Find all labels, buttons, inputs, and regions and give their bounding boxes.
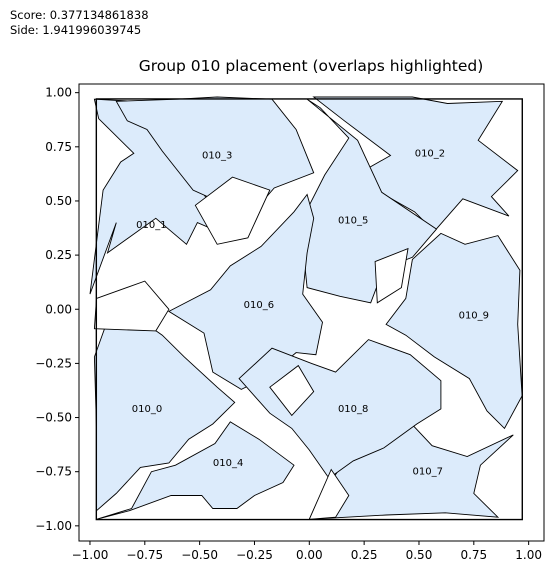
y-tick-label: 0.00 — [45, 302, 72, 316]
chart-title: Group 010 placement (overlaps highlighte… — [139, 57, 484, 75]
y-tick-label: −0.25 — [35, 356, 72, 370]
x-tick-label: 0.00 — [296, 548, 323, 562]
x-axis: −1.00 −0.75 −0.50 −0.25 0.00 0.25 0.50 0.75 1.00 — [72, 541, 542, 562]
score-header: Score: 0.377134861838 Side: 1.9419960397… — [10, 8, 149, 38]
y-axis: 1.00 0.75 0.50 0.25 0.00 −0.25 −0.50 −0.75 −1.00 — [35, 86, 79, 533]
blank-shape — [374, 247, 409, 304]
x-tick-label: −0.75 — [126, 548, 163, 562]
y-tick-label: 0.50 — [45, 194, 72, 208]
blank-shape — [93, 280, 170, 332]
container-square — [95, 98, 523, 521]
piece-label: 010_5 — [338, 215, 368, 226]
piece-label: 010_2 — [415, 148, 445, 159]
piece-label: 010_3 — [202, 150, 232, 161]
side-text: Side: 1.941996039745 — [10, 23, 142, 37]
y-tick-label: −0.50 — [35, 411, 72, 425]
piece-label: 010_4 — [213, 458, 243, 469]
blank-shape — [194, 176, 271, 245]
piece-010_9 — [385, 232, 523, 430]
container-layer — [95, 98, 523, 521]
piece-label: 010_1 — [136, 220, 166, 231]
x-tick-label: −1.00 — [72, 548, 109, 562]
x-tick-label: −0.50 — [181, 548, 218, 562]
blank-shapes-layer — [93, 176, 409, 520]
piece-labels-layer: 010_1 010_2 010_3 010_4 010_5 010_6 010_7 010_8… — [132, 148, 489, 477]
piece-010_0 — [93, 313, 236, 512]
blank-shape — [308, 468, 350, 520]
piece-010_4 — [96, 421, 295, 520]
y-tick-label: 1.00 — [45, 86, 72, 100]
y-tick-label: −0.75 — [35, 465, 72, 479]
piece-label: 010_6 — [244, 300, 274, 311]
piece-010_2 — [312, 96, 519, 232]
piece-label: 010_0 — [132, 404, 162, 415]
score-text: Score: 0.377134861838 — [10, 8, 149, 22]
piece-label: 010_7 — [413, 467, 443, 478]
y-tick-label: 0.25 — [45, 248, 72, 262]
x-tick-label: 1.00 — [515, 548, 542, 562]
piece-label: 010_8 — [338, 404, 368, 415]
piece-010_6 — [167, 193, 323, 390]
x-tick-label: −0.25 — [236, 548, 273, 562]
axes-frame — [78, 83, 545, 542]
piece-label: 010_9 — [459, 311, 489, 322]
x-tick-label: 0.50 — [406, 548, 433, 562]
y-tick-label: −1.00 — [35, 519, 72, 533]
x-tick-label: 0.75 — [460, 548, 487, 562]
y-tick-label: 0.75 — [45, 140, 72, 154]
x-tick-label: 0.25 — [351, 548, 378, 562]
blank-shape — [269, 364, 315, 417]
